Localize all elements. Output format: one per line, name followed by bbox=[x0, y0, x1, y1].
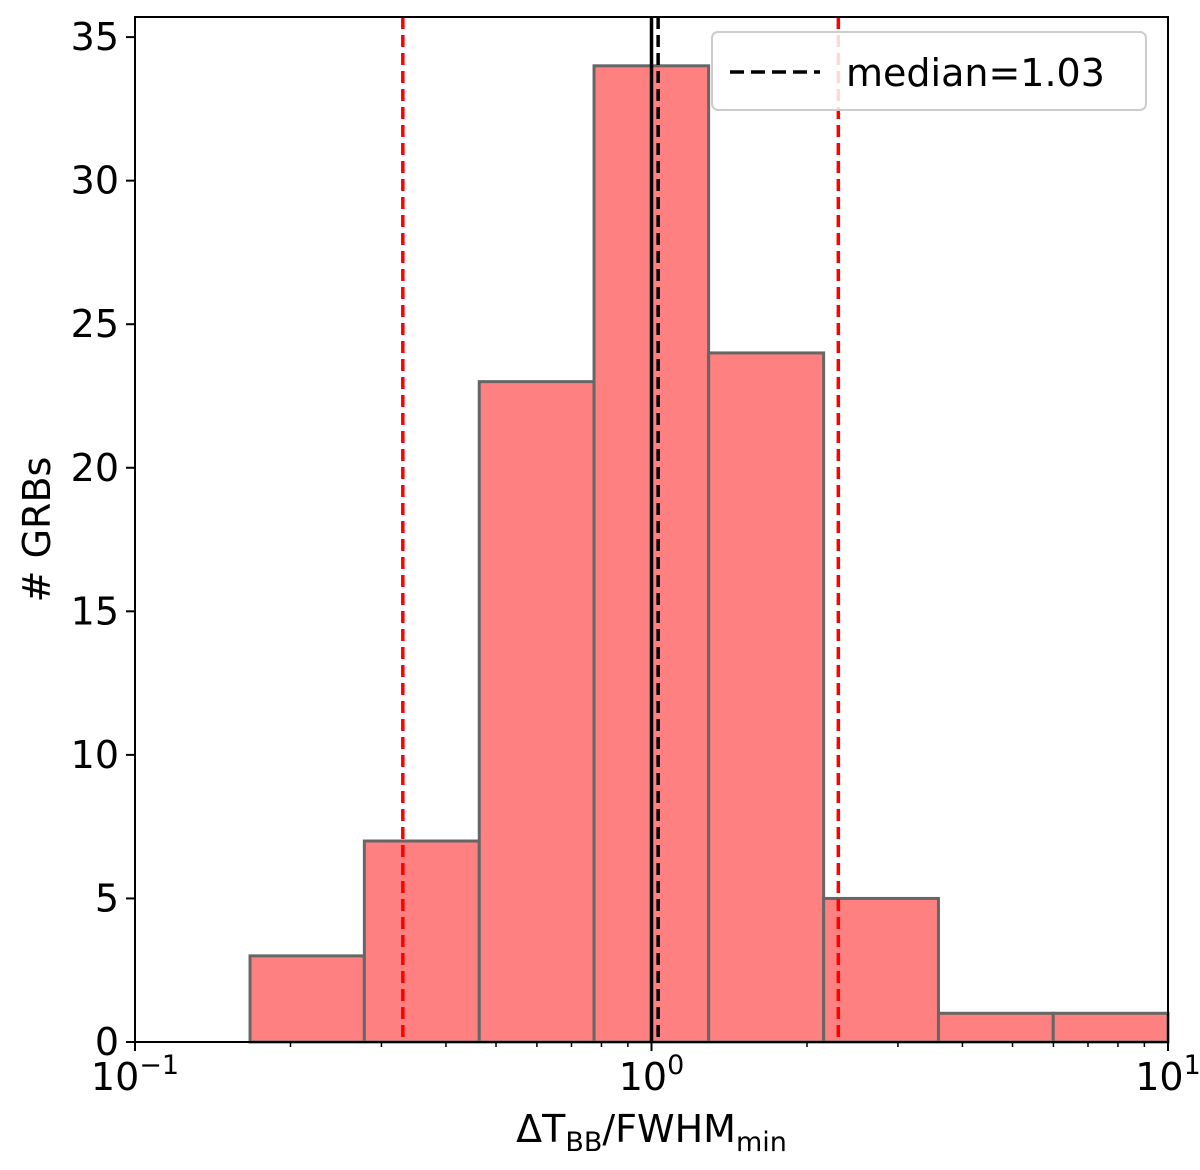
y-tick-label: 15 bbox=[71, 589, 119, 633]
histogram-bar bbox=[477, 380, 596, 1044]
legend: median=1.03 bbox=[711, 31, 1147, 111]
x-axis-label: ΔTBB/FWHMmin bbox=[516, 1107, 787, 1158]
x-tick-label: 100 bbox=[619, 1050, 685, 1099]
histogram-bar bbox=[936, 1011, 1055, 1044]
x-tick-label: 101 bbox=[1135, 1050, 1200, 1099]
legend-label: median=1.03 bbox=[846, 51, 1105, 95]
legend-box bbox=[711, 31, 1147, 111]
histogram-bar bbox=[707, 351, 826, 1044]
y-tick-label: 10 bbox=[71, 733, 119, 777]
histogram-bar bbox=[248, 954, 366, 1044]
x-tick-label: 10−1 bbox=[91, 1050, 179, 1099]
histogram-bar bbox=[362, 839, 481, 1044]
y-tick-label: 35 bbox=[71, 15, 119, 59]
bars-group bbox=[248, 64, 1170, 1044]
y-tick-label: 0 bbox=[95, 1020, 119, 1064]
y-tick-label: 25 bbox=[71, 302, 119, 346]
y-tick-label: 5 bbox=[95, 876, 119, 920]
histogram-bar bbox=[1051, 1011, 1170, 1044]
y-tick-label: 30 bbox=[71, 159, 119, 203]
histogram-bar bbox=[822, 896, 940, 1044]
y-axis-label: # GRBs bbox=[15, 457, 59, 603]
y-tick-label: 20 bbox=[71, 446, 119, 490]
